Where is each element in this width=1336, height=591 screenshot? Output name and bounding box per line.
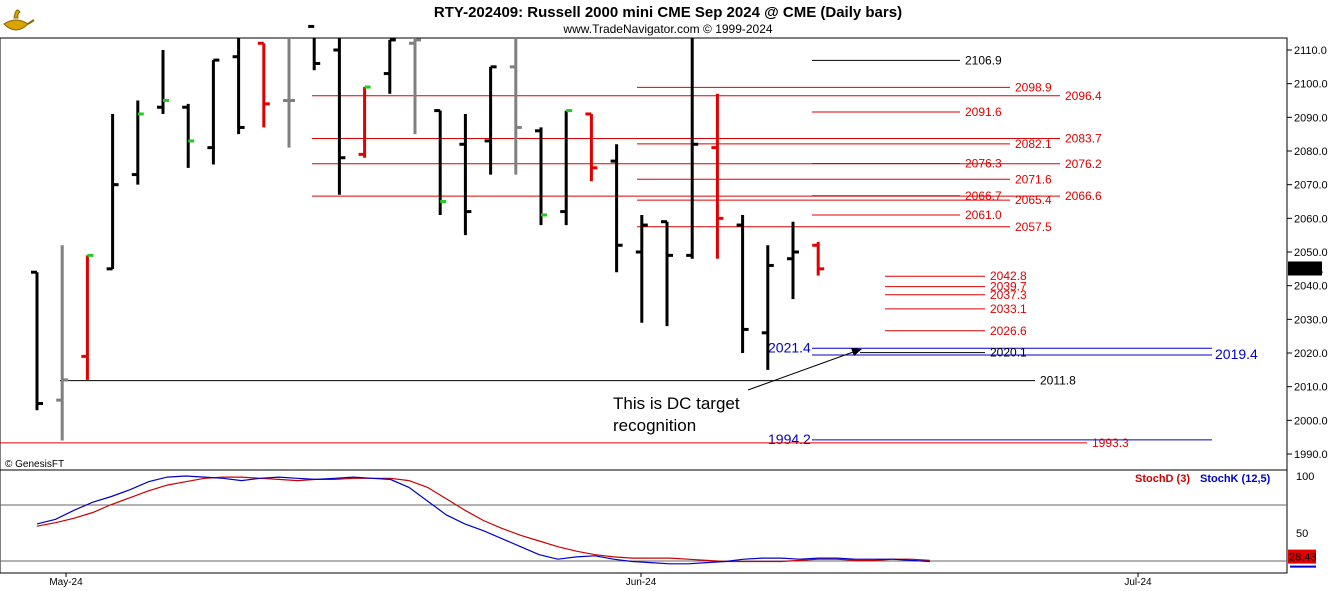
- y-tick-label: 2000.0: [1294, 415, 1328, 427]
- x-tick-label: Jun-24: [626, 577, 657, 588]
- stoch-tick-label: 100: [1296, 471, 1314, 483]
- last-price-box: [1288, 261, 1322, 276]
- y-tick-label: 2060.0: [1294, 213, 1328, 225]
- stochd-legend: StochD (3): [1135, 473, 1190, 485]
- price-axis: 1990.0 2000.0 2010.0 2020.0 2030.0 2040.0 2050…: [1287, 45, 1328, 461]
- level-label: 2096.4: [1065, 89, 1102, 103]
- y-tick-label: 2070.0: [1294, 180, 1328, 192]
- level-label: 2019.4: [1215, 346, 1258, 362]
- level-label: 2106.9: [965, 53, 1002, 67]
- annotation: This is DC target recognition: [613, 348, 862, 435]
- level-label: 2082.1: [1015, 137, 1052, 151]
- level-label: 2011.8: [1040, 374, 1076, 388]
- level-label: 2020.1: [990, 346, 1027, 360]
- level-label: 2061.0: [965, 208, 1002, 222]
- level-label: 2071.6: [1015, 172, 1052, 186]
- level-label: 2065.4: [1015, 193, 1052, 207]
- level-label: 2033.1: [990, 302, 1027, 316]
- last-price-badge: 2045.1: [1288, 261, 1324, 276]
- stochk-line: [36, 475, 930, 565]
- level-label: 2083.7: [1065, 132, 1102, 146]
- level-label: 2066.6: [1065, 189, 1102, 203]
- level-label: 2057.5: [1015, 220, 1052, 234]
- level-label: 2098.9: [1015, 80, 1052, 94]
- x-tick-label: May-24: [49, 577, 83, 588]
- y-tick-label: 2110.0: [1294, 45, 1327, 57]
- y-tick-label: 2090.0: [1294, 112, 1328, 124]
- stoch-value-box: [1288, 549, 1316, 564]
- stoch-tick-label: 50: [1296, 528, 1308, 540]
- stochastic-panel: 100 50 28.43: [36, 471, 1317, 568]
- level-label: 2037.3: [990, 288, 1027, 302]
- x-tick-label: Jul-24: [1124, 577, 1152, 588]
- level-label: 2091.6: [965, 105, 1002, 119]
- chart-title: RTY-202409: Russell 2000 mini CME Sep 20…: [434, 4, 902, 21]
- annotation-line1: This is DC target: [613, 394, 740, 413]
- last-price-value: 2045.1: [1290, 263, 1324, 275]
- y-tick-label: 2080.0: [1294, 146, 1328, 158]
- level-lines: 2106.9 2098.9 2096.4 2091.6 2083.7 2082.1 2076…: [0, 53, 1258, 450]
- y-tick-label: 2010.0: [1294, 382, 1328, 394]
- stochk-legend: StochK (12,5): [1200, 473, 1271, 485]
- level-label: 2021.4: [768, 339, 811, 355]
- y-tick-label: 2020.0: [1294, 348, 1328, 360]
- copyright-label: © GenesisFT: [5, 459, 64, 470]
- annotation-line2: recognition: [613, 416, 696, 435]
- level-label: 2039.7: [990, 280, 1027, 294]
- y-tick-label: 2050.0: [1294, 247, 1328, 259]
- y-tick-label: 2040.0: [1294, 281, 1328, 293]
- stochd-line: [36, 476, 930, 563]
- time-axis: May-24 Jun-24 Jul-24: [49, 573, 1152, 588]
- level-label: 2076.2: [1065, 157, 1102, 171]
- annotation-arrowhead: [851, 348, 862, 356]
- stoch-value: 28.43: [1289, 552, 1317, 564]
- chart-subtitle: www.TradeNavigator.com © 1999-2024: [562, 22, 772, 36]
- level-label: 2026.6: [990, 324, 1027, 338]
- level-label: 1994.2: [768, 431, 811, 447]
- lamp-icon: [3, 9, 35, 31]
- level-label: 1993.3: [1092, 436, 1129, 450]
- y-tick-label: 2030.0: [1294, 314, 1328, 326]
- level-label: 2042.8: [990, 269, 1027, 283]
- price-bars: [31, 24, 825, 441]
- chart-frame: [0, 37, 1288, 574]
- y-tick-label: 1990.0: [1294, 449, 1328, 461]
- y-tick-label: 2100.0: [1294, 79, 1328, 91]
